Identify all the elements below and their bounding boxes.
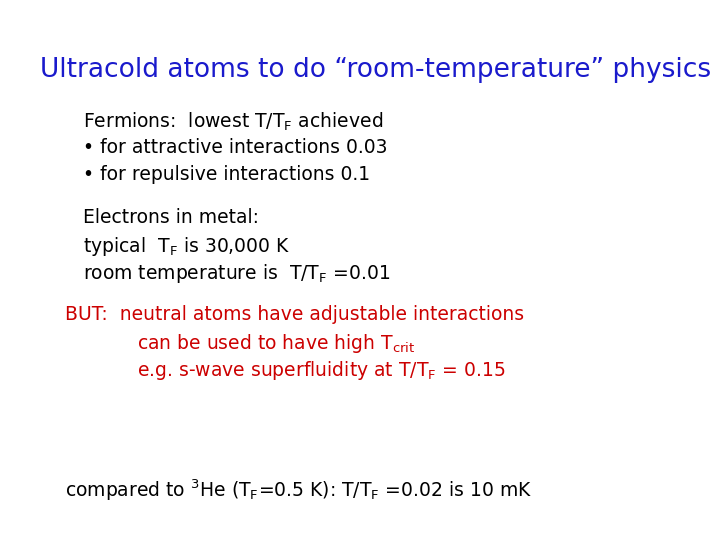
Text: BUT:  neutral atoms have adjustable interactions: BUT: neutral atoms have adjustable inter… (65, 305, 524, 324)
Text: room temperature is  T/T$_\mathrm{F}$ =0.01: room temperature is T/T$_\mathrm{F}$ =0.… (83, 262, 390, 285)
Text: can be used to have high T$_\mathrm{crit}$: can be used to have high T$_\mathrm{crit… (137, 332, 415, 355)
Text: • for attractive interactions 0.03: • for attractive interactions 0.03 (83, 138, 387, 157)
Text: Electrons in metal:: Electrons in metal: (83, 208, 258, 227)
Text: compared to $^3$He (T$_\mathrm{F}$=0.5 K): T/T$_\mathrm{F}$ =0.02 is 10 mK: compared to $^3$He (T$_\mathrm{F}$=0.5 K… (65, 478, 532, 503)
Text: Ultracold atoms to do “room-temperature” physics: Ultracold atoms to do “room-temperature”… (40, 57, 711, 83)
Text: e.g. s-wave superfluidity at T/T$_\mathrm{F}$ = 0.15: e.g. s-wave superfluidity at T/T$_\mathr… (137, 359, 505, 382)
Text: Fermions:  lowest T/T$_\mathrm{F}$ achieved: Fermions: lowest T/T$_\mathrm{F}$ achiev… (83, 111, 383, 133)
Text: typical  T$_\mathrm{F}$ is 30,000 K: typical T$_\mathrm{F}$ is 30,000 K (83, 235, 290, 258)
Text: • for repulsive interactions 0.1: • for repulsive interactions 0.1 (83, 165, 370, 184)
